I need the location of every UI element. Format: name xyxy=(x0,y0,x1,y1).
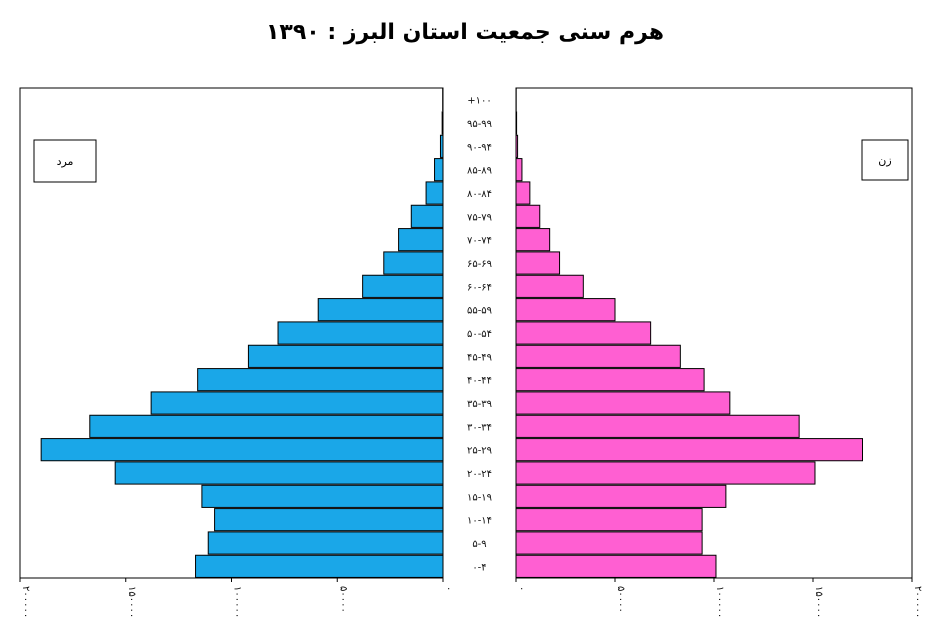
bar-men-9 xyxy=(247,344,444,368)
bar-women-0 xyxy=(515,554,717,578)
men-tick-label-4: ۰ xyxy=(443,586,454,591)
bar-women-5 xyxy=(515,438,863,462)
women-tick-label-3: ۱۵۰۰۰۰ xyxy=(813,586,824,618)
age-label-3: ۱۵-۱۹ xyxy=(467,492,492,503)
age-label-4: ۲۰-۲۴ xyxy=(467,469,492,480)
bar-men-16 xyxy=(425,181,444,205)
women-tick-label-2: ۱۰۰۰۰۰ xyxy=(714,586,725,618)
age-label-1: ۵-۹ xyxy=(472,539,486,550)
age-label-20: +۱۰۰ xyxy=(467,96,492,107)
bar-women-7 xyxy=(515,391,731,415)
women-tick-label-0: ۰ xyxy=(516,586,527,591)
men-tick-label-1: ۱۵۰۰۰۰ xyxy=(126,586,137,618)
bar-men-15 xyxy=(410,204,444,228)
bar-men-14 xyxy=(398,228,444,252)
bar-women-2 xyxy=(515,508,703,532)
age-label-11: ۵۵-۵۹ xyxy=(467,306,492,317)
bar-women-13 xyxy=(515,251,561,275)
legend-box-men xyxy=(33,139,97,183)
age-label-14: ۷۰-۷۴ xyxy=(467,236,492,247)
age-label-12: ۶۰-۶۴ xyxy=(467,282,492,293)
bar-men-2 xyxy=(214,508,444,532)
age-label-19: ۹۵-۹۹ xyxy=(467,119,492,130)
bar-women-17 xyxy=(515,158,523,182)
bar-men-3 xyxy=(201,484,444,508)
women-tick-label-1: ۵۰۰۰۰ xyxy=(615,586,626,613)
bar-women-11 xyxy=(515,298,616,322)
age-label-2: ۱۰-۱۴ xyxy=(467,516,492,527)
bar-men-11 xyxy=(317,298,444,322)
age-label-5: ۲۵-۲۹ xyxy=(467,446,492,457)
bar-women-14 xyxy=(515,228,551,252)
bar-women-15 xyxy=(515,204,541,228)
age-label-9: ۴۵-۴۹ xyxy=(467,352,492,363)
bar-women-19 xyxy=(515,111,518,135)
men-tick-label-0: ۲۰۰۰۰۰ xyxy=(20,586,31,618)
bar-women-8 xyxy=(515,368,705,392)
bar-men-19 xyxy=(441,111,444,135)
bar-women-10 xyxy=(515,321,652,345)
bar-men-8 xyxy=(197,368,444,392)
age-label-6: ۳۰-۳۴ xyxy=(467,422,492,433)
men-tick-label-3: ۵۰۰۰۰ xyxy=(337,586,348,613)
bar-men-7 xyxy=(150,391,444,415)
women-tick-label-4: ۲۰۰۰۰۰ xyxy=(912,586,923,618)
bar-men-18 xyxy=(439,134,444,158)
men-tick-label-2: ۱۰۰۰۰۰ xyxy=(232,586,243,618)
bar-men-5 xyxy=(40,438,444,462)
age-label-17: ۸۵-۸۹ xyxy=(467,166,492,177)
bar-women-16 xyxy=(515,181,531,205)
bar-men-17 xyxy=(434,158,444,182)
bar-women-12 xyxy=(515,274,584,298)
bar-women-6 xyxy=(515,414,800,438)
legend-box-women xyxy=(861,139,909,181)
bar-men-4 xyxy=(114,461,444,485)
age-label-0: ۰-۴ xyxy=(472,562,486,573)
bar-women-3 xyxy=(515,484,727,508)
bar-men-13 xyxy=(383,251,444,275)
age-label-13: ۶۵-۶۹ xyxy=(467,259,492,270)
age-label-8: ۴۰-۴۴ xyxy=(467,376,492,387)
chart-title: هرم سنی جمعیت استان البرز : ۱۳۹۰ xyxy=(265,20,665,45)
bar-women-18 xyxy=(515,134,519,158)
age-label-18: ۹۰-۹۴ xyxy=(467,142,492,153)
bar-women-9 xyxy=(515,344,681,368)
bar-women-1 xyxy=(515,531,703,555)
bar-men-12 xyxy=(362,274,444,298)
legend-label-men: مرد xyxy=(57,155,74,168)
bar-men-6 xyxy=(89,414,444,438)
age-label-16: ۸۰-۸۴ xyxy=(467,189,492,200)
age-label-7: ۳۵-۳۹ xyxy=(467,399,492,410)
bar-women-4 xyxy=(515,461,816,485)
age-label-15: ۷۵-۷۹ xyxy=(467,212,492,223)
bar-men-10 xyxy=(277,321,444,345)
bar-men-0 xyxy=(195,554,444,578)
legend-label-women: زن xyxy=(878,154,891,167)
age-label-10: ۵۰-۵۴ xyxy=(467,329,492,340)
bar-men-1 xyxy=(207,531,444,555)
